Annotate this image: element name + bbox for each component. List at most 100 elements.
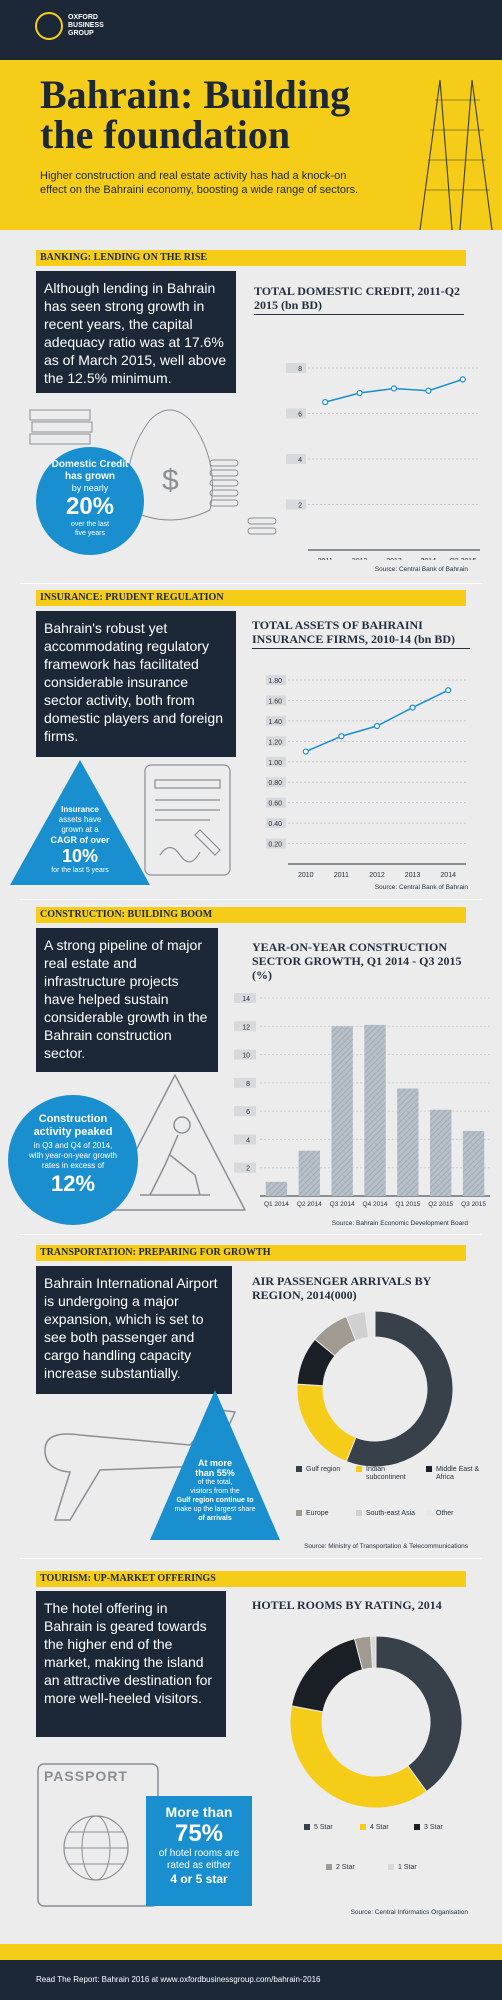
- stat-text: 4 or 5 star: [170, 1872, 228, 1886]
- legend-item: 2 Star: [326, 1864, 355, 1872]
- y-tick-label: 1.00: [268, 760, 282, 767]
- legend-label: 2 Star: [336, 1864, 355, 1871]
- stat-text: than 55%: [195, 1468, 235, 1478]
- x-tick-label: Q3 2015: [461, 1201, 486, 1208]
- stat-text: Construction: [38, 1113, 108, 1125]
- air-arrivals-donut: [296, 1310, 454, 1468]
- section-divider: [20, 899, 482, 900]
- y-tick-label: 10: [242, 1053, 250, 1060]
- y-tick-label: 2: [246, 1166, 250, 1173]
- y-tick-label: 6: [246, 1109, 250, 1116]
- y-tick-label: 14: [242, 996, 250, 1003]
- legend-item: Indian subcontinent: [356, 1466, 424, 1482]
- legend-item: Gulf region: [296, 1466, 352, 1474]
- legend-item: 1 Star: [388, 1864, 417, 1872]
- hotel-rooms-donut: [289, 1635, 463, 1809]
- stat-text: rates in excess of: [41, 1161, 105, 1170]
- tick-label-bg: [234, 1049, 256, 1060]
- y-tick-label: 1.20: [268, 739, 282, 746]
- y-tick-label: 4: [246, 1137, 250, 1144]
- legend-item: Europe: [296, 1510, 352, 1518]
- y-tick-label: 0.40: [268, 821, 282, 828]
- obg-logo-icon: [35, 12, 63, 40]
- insurance-heading: INSURANCE: PRUDENT REGULATION: [36, 590, 466, 606]
- legend-item: Other: [426, 1510, 482, 1518]
- chart-title: TOTAL DOMESTIC CREDIT, 2011-Q2 2015 (bn …: [254, 284, 461, 312]
- stat-value: 12%: [50, 1171, 96, 1196]
- tick-label-bg: [266, 818, 286, 829]
- x-tick-label: 2011: [318, 558, 333, 560]
- donut-slice: [296, 1383, 357, 1463]
- legend-swatch: [356, 1466, 362, 1472]
- stat-text: of hotel rooms are: [158, 1848, 240, 1859]
- legend-swatch: [388, 1864, 394, 1870]
- source-note: Source: Ministry of Transportation & Tel…: [304, 1543, 468, 1550]
- credit-growth-stat: Domestic Credit has grown by nearly 20% …: [36, 447, 144, 555]
- stat-text: for the last 5 years: [51, 867, 109, 874]
- stat-text: More than: [165, 1804, 233, 1820]
- insurance-stat-triangle: [10, 760, 150, 885]
- bar: [265, 1181, 288, 1196]
- data-point: [302, 748, 309, 755]
- transport-text-box: Bahrain International Airport is undergo…: [36, 1266, 232, 1394]
- tick-label-bg: [266, 838, 286, 849]
- legend-label: Indian subcontinent: [366, 1466, 406, 1481]
- legend-swatch: [426, 1466, 432, 1472]
- x-tick-label: 2014: [440, 872, 456, 878]
- tick-label-bg: [266, 777, 286, 788]
- legend-label: 5 Star: [314, 1824, 333, 1831]
- tick-label-bg: [234, 1106, 256, 1117]
- x-tick-label: Q2 2015: [428, 1201, 453, 1208]
- brand-line: OXFORD: [68, 14, 98, 21]
- tick-label-bg: [266, 715, 286, 726]
- stat-text: in Q3 and Q4 of 2014,: [33, 1141, 113, 1150]
- source-note: Source: Bahrain Economic Development Boa…: [331, 1220, 468, 1227]
- x-tick-label: Q3 2014: [330, 1201, 355, 1208]
- construction-heading: CONSTRUCTION: BUILDING BOOM: [36, 907, 466, 923]
- legend-swatch: [326, 1864, 332, 1870]
- top-bar: [0, 0, 502, 60]
- donut-slice: [375, 1635, 463, 1793]
- brand-name: OXFORD BUSINESS GROUP: [68, 14, 148, 38]
- y-tick-label: 8: [246, 1081, 250, 1088]
- y-tick-label: 4: [298, 457, 302, 464]
- insurance-assets-chart: 0.20 0.40 0.60 0.80 1.00 1.20 1.40 1.60 1.80 2010…: [266, 675, 466, 878]
- donut-slice: [345, 1310, 454, 1468]
- x-tick-label: Q4 2014: [363, 1201, 388, 1208]
- legend-item: 5 Star: [304, 1824, 333, 1832]
- chart-title: TOTAL ASSETS OF BAHRAINI INSURANCE FIRMS…: [252, 618, 456, 646]
- tick-label-bg: [286, 499, 306, 510]
- contract-illustration: [144, 764, 231, 876]
- y-tick-label: 1.80: [268, 678, 282, 685]
- bar: [364, 1024, 386, 1196]
- money-bag-illustration: $: [29, 409, 277, 535]
- stat-text: of arrivals: [198, 1515, 232, 1522]
- brand-line: GROUP: [68, 30, 94, 37]
- legend-label: Middle East & Africa: [436, 1466, 480, 1481]
- data-point: [409, 704, 416, 711]
- section-divider: [20, 583, 482, 584]
- x-tick-label: 2012: [369, 872, 385, 878]
- footer-link[interactable]: Read The Report: Bahrain 2016 at www.oxf…: [36, 1975, 321, 1984]
- tick-label-bg: [266, 675, 286, 685]
- construction-sign-illustration: [104, 1074, 246, 1211]
- donut-slice: [290, 1638, 364, 1713]
- x-tick-label: 2011: [334, 872, 349, 878]
- bar: [397, 1088, 419, 1196]
- x-tick-label: 2012: [352, 558, 368, 560]
- hero-banner: [0, 60, 502, 230]
- legend-label: 4 Star: [370, 1824, 389, 1831]
- legend-swatch: [296, 1510, 302, 1516]
- tick-label-bg: [286, 408, 306, 419]
- tick-label-bg: [234, 993, 256, 1003]
- legend-swatch: [414, 1824, 420, 1830]
- insurance-text-box: Bahrain's robust yet accommodating regul…: [36, 611, 236, 757]
- tick-label-bg: [286, 454, 306, 464]
- chart-title: HOTEL ROOMS BY RATING, 2014: [252, 1598, 442, 1612]
- insurance-growth-stat: Insurance assets have grown at a CAGR of…: [30, 805, 130, 875]
- x-tick-label: Q1 2014: [264, 1201, 289, 1208]
- stat-text: grown at a: [61, 825, 99, 834]
- banking-text-box: Although lending in Bahrain has seen str…: [36, 271, 236, 393]
- chart-title: YEAR-ON-YEAR CONSTRUCTION SECTOR GROWTH,…: [252, 940, 462, 982]
- tick-label-bg: [234, 1134, 256, 1145]
